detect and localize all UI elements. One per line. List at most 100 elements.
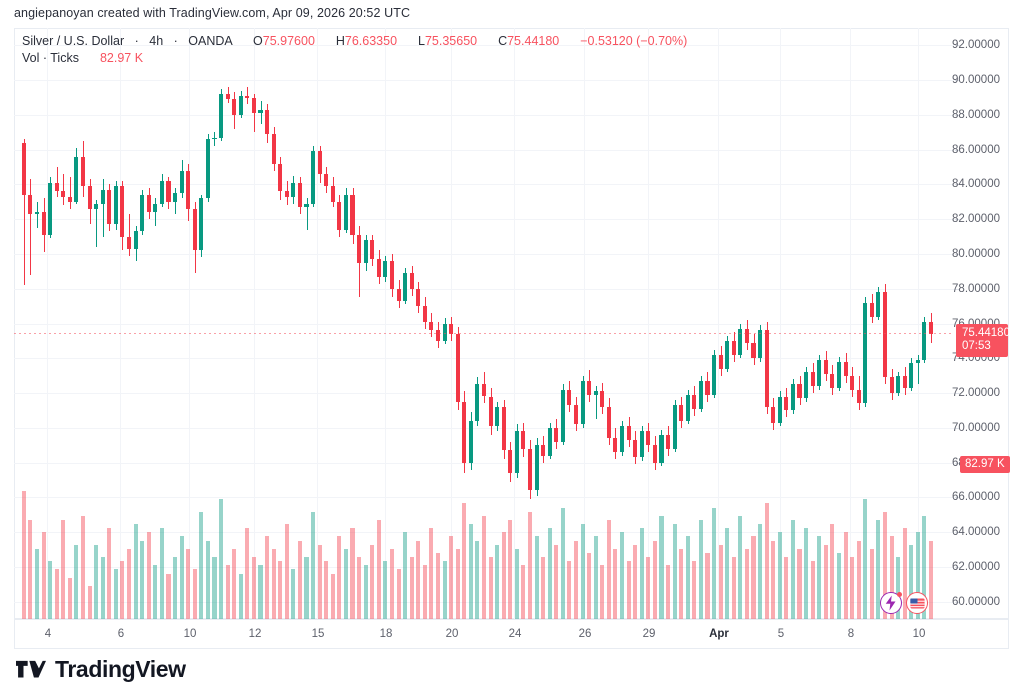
volume-bar [324, 561, 329, 619]
price-axis[interactable]: 92.00000 90.00000 88.00000 86.00000 84.00000… [952, 28, 1010, 619]
volume-bar [633, 544, 638, 619]
candle-body [823, 360, 828, 374]
us-flag-badge[interactable] [906, 592, 928, 614]
candle-body [620, 426, 625, 453]
candle-body [712, 354, 717, 395]
candle-body [284, 191, 289, 197]
candle-body [514, 431, 519, 473]
grid-line-horizontal [14, 80, 954, 82]
legend-open-value: 75.97600 [262, 34, 315, 48]
time-axis-label: 10 [183, 628, 197, 640]
candle-body [652, 445, 657, 463]
candle-body [41, 212, 46, 235]
chart-plot-area[interactable] [14, 28, 954, 619]
time-axis[interactable]: 4 6 10 12 15 18 20 24 26 29 Apr 5 8 10 [14, 619, 1009, 649]
price-axis-label: 80.00000 [952, 247, 1000, 260]
candle-body [159, 180, 164, 204]
candle-body [67, 196, 72, 202]
volume-bar [626, 561, 631, 619]
candle-body [909, 363, 914, 388]
volume-bar [679, 548, 684, 619]
candle-body [705, 380, 710, 395]
volume-bar [587, 552, 592, 619]
candle-body [659, 434, 664, 463]
candle-body [488, 396, 493, 427]
volume-bar [442, 561, 447, 619]
legend-exchange: OANDA [188, 34, 233, 48]
candle-body [810, 372, 815, 387]
volume-bar [685, 536, 690, 619]
legend-volume-label[interactable]: Vol · Ticks [22, 51, 79, 65]
volume-bar [422, 565, 427, 619]
volume-bar [238, 573, 243, 619]
grid-line-horizontal [14, 427, 954, 429]
grid-line-vertical [850, 28, 851, 619]
volume-bar [416, 540, 421, 619]
grid-line-horizontal [14, 184, 954, 186]
candle-body [363, 240, 368, 263]
candle-body [205, 139, 210, 199]
price-axis-label: 82.00000 [952, 213, 1000, 226]
volume-bar [501, 532, 506, 619]
volume-bar [830, 524, 835, 619]
candle-body [429, 321, 434, 331]
candle-body [370, 240, 375, 260]
grid-line-horizontal [14, 219, 954, 221]
volume-bar [672, 524, 677, 619]
volume-bar [869, 548, 874, 619]
current-price-tag[interactable]: 75.44180 07:53 [956, 324, 1010, 358]
candle-wick [129, 213, 130, 256]
candle-body [449, 323, 454, 334]
candle-body [61, 191, 66, 197]
grid-line-vertical [514, 28, 515, 619]
price-axis-label: 86.00000 [952, 143, 1000, 156]
volume-bar [140, 540, 145, 619]
price-axis-label: 72.00000 [952, 387, 1000, 400]
candle-wick [30, 179, 31, 275]
volume-bar [54, 569, 59, 619]
volume-bar [790, 519, 795, 619]
candle-body [790, 384, 795, 411]
lightning-badge[interactable] [880, 592, 902, 614]
volume-bar [882, 511, 887, 619]
volume-bar [909, 544, 914, 619]
volume-bar [376, 519, 381, 619]
volume-bar [153, 565, 158, 619]
legend-symbol[interactable]: Silver / U.S. Dollar [22, 34, 125, 48]
grid-line-vertical [254, 28, 255, 619]
volume-bar [593, 536, 598, 619]
notification-dot [897, 592, 902, 597]
legend-interval[interactable]: 4h [149, 34, 164, 48]
legend-high-key: H [335, 34, 345, 48]
candle-wick [24, 139, 25, 286]
candle-body [915, 360, 920, 364]
candle-body [527, 448, 533, 491]
candle-body [232, 99, 237, 115]
tradingview-logo-icon [16, 660, 46, 677]
grid-line-vertical [385, 28, 386, 619]
price-axis-tick [955, 149, 960, 151]
volume-value-tag[interactable]: 82.97 K [960, 456, 1010, 473]
candle-body [804, 372, 809, 399]
volume-bar [337, 536, 342, 619]
candle-body [192, 208, 197, 251]
candle-body [521, 431, 526, 449]
volume-bar [212, 557, 217, 619]
grid-line-vertical [189, 28, 190, 619]
candle-wick [596, 386, 597, 420]
candle-body [120, 186, 125, 237]
candle-body [28, 194, 33, 214]
grid-line-horizontal [14, 462, 954, 464]
candle-body [343, 194, 348, 230]
candle-body [685, 394, 690, 421]
legend-sep-2: · [173, 34, 178, 48]
candle-body [291, 182, 296, 197]
legend-symbol-row: Silver / U.S. Dollar · 4h · OANDA O75.97… [22, 33, 687, 49]
candle-wick [57, 167, 58, 197]
grid-line-horizontal [14, 114, 954, 116]
candle-body [534, 445, 539, 491]
grid-line-vertical [317, 28, 318, 619]
volume-bar [74, 544, 79, 619]
candle-body [928, 321, 934, 334]
candle-body [376, 259, 381, 277]
